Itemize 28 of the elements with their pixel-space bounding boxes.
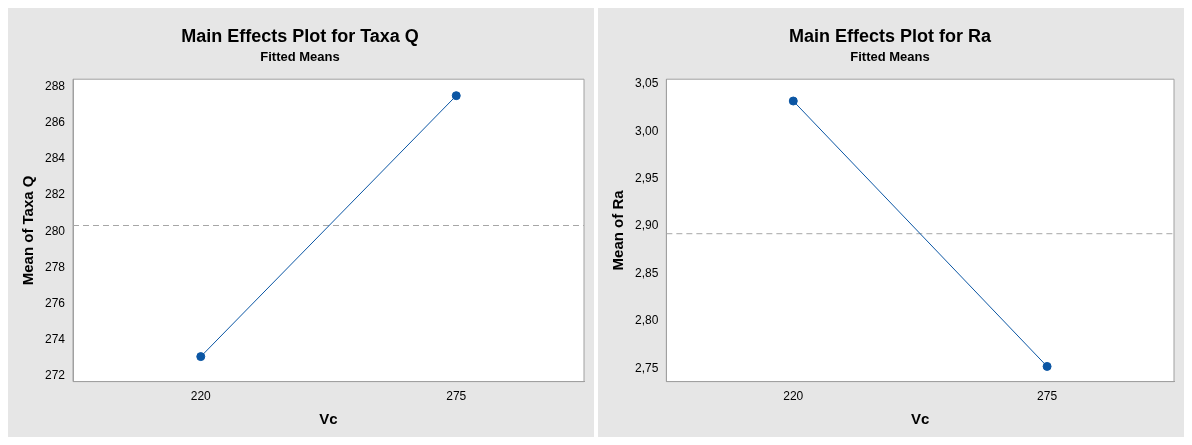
chart-title: Main Effects Plot for Ra bbox=[788, 25, 992, 46]
y-axis-title: Mean of Ra bbox=[609, 189, 627, 271]
y-tick-label: 286 bbox=[44, 114, 66, 129]
y-tick-label: 2,90 bbox=[635, 218, 659, 233]
y-tick-label: 2,75 bbox=[635, 360, 659, 375]
x-axis-title: Vc bbox=[911, 410, 930, 428]
y-tick-label: 272 bbox=[44, 368, 66, 383]
y-tick-label: 2,85 bbox=[635, 265, 659, 280]
y-tick-label: 278 bbox=[44, 259, 66, 274]
y-tick-label: 282 bbox=[44, 187, 66, 202]
x-tick-label: 275 bbox=[1037, 389, 1058, 404]
x-tick-label: 220 bbox=[190, 389, 212, 404]
y-tick-label: 2,95 bbox=[635, 171, 659, 186]
y-tick-label: 274 bbox=[44, 332, 66, 347]
y-tick-label: 288 bbox=[44, 78, 66, 93]
x-tick-label: 220 bbox=[783, 389, 804, 404]
y-tick-label: 280 bbox=[44, 223, 66, 238]
y-tick-label: 3,05 bbox=[635, 76, 659, 91]
x-tick-label: 275 bbox=[446, 389, 467, 404]
chart-subtitle: Fitted Means bbox=[260, 48, 340, 64]
y-tick-label: 3,00 bbox=[635, 123, 659, 138]
y-axis-title: Mean of Taxa Q bbox=[19, 175, 37, 286]
x-axis-title: Vc bbox=[319, 410, 338, 428]
chart-subtitle: Fitted Means bbox=[850, 48, 930, 64]
chart-title: Main Effects Plot for Taxa Q bbox=[181, 25, 419, 46]
y-tick-label: 284 bbox=[44, 151, 66, 166]
y-tick-label: 276 bbox=[44, 296, 66, 311]
y-tick-label: 2,80 bbox=[635, 313, 659, 328]
